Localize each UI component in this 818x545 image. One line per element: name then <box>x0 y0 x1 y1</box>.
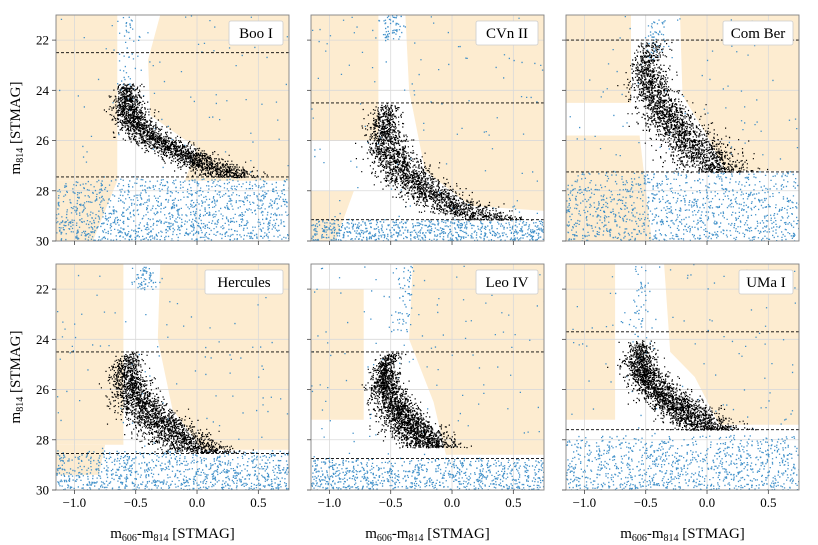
y-tick-label: 28 <box>36 183 49 198</box>
x-axis-label: m606-m814 [STMAG] <box>110 526 235 544</box>
member-points <box>103 83 268 179</box>
member-points <box>617 40 769 174</box>
x-tick-label: −1.0 <box>63 495 87 510</box>
y-axis-label: m814 [STMAG] <box>8 331 26 424</box>
y-tick-label: 24 <box>36 83 50 98</box>
panel-label-box <box>738 269 794 295</box>
excluded-region <box>405 15 544 211</box>
y-axis-label: m814 [STMAG] <box>8 82 26 175</box>
field-points-cloud <box>56 15 289 241</box>
plot-area <box>566 264 799 490</box>
excluded-region <box>566 15 631 103</box>
panel-label: Com Ber <box>731 26 786 42</box>
panel-label: UMa I <box>746 275 786 291</box>
panel-leo-iv: −1.0 −0.5 0.0 0.5 Leo IV <box>307 263 545 510</box>
x-tick-label: 0.0 <box>699 495 715 510</box>
excluded-region <box>311 15 379 141</box>
excluded-region <box>409 264 544 455</box>
panel-frame <box>310 14 545 242</box>
panel-label: Boo I <box>239 26 273 42</box>
member-points-sequence <box>103 83 268 179</box>
panel-com-ber: Com Ber <box>562 14 800 245</box>
member-points-sequence <box>617 40 769 174</box>
panel-frame <box>565 263 800 491</box>
panel-cvn-ii: CVn II <box>307 14 545 245</box>
excluded-region <box>148 15 289 181</box>
panel-hercules: −1.0 −0.5 0.0 0.5 22 24 26 28 30 Hercules <box>36 263 290 510</box>
y-tick-label: 26 <box>36 133 50 148</box>
member-points <box>98 352 254 454</box>
excluded-region <box>664 264 799 425</box>
excluded-region <box>566 264 616 420</box>
plot-area <box>56 15 289 241</box>
panel-label-box <box>475 269 539 295</box>
panel-label: Hercules <box>217 275 270 291</box>
panel-label: Leo IV <box>486 275 529 291</box>
plot-area <box>56 264 289 490</box>
member-points-sequence <box>361 352 472 449</box>
y-tick-label: 28 <box>36 432 49 447</box>
x-tick-label: −1.0 <box>318 495 342 510</box>
member-points-sequence <box>607 340 757 431</box>
excluded-region <box>566 135 652 241</box>
member-points <box>355 103 533 221</box>
x-axis-label: m606-m814 [STMAG] <box>365 526 490 544</box>
x-tick-label: −0.5 <box>124 495 148 510</box>
x-tick-label: 0.5 <box>250 495 266 510</box>
plot-area <box>311 15 544 241</box>
y-tick-label: 22 <box>36 282 49 297</box>
panel-uma-i: −1.0 −0.5 0.0 0.5 UMa I <box>562 263 800 510</box>
panel-label: CVn II <box>486 26 528 42</box>
panel-frame <box>55 263 290 491</box>
panel-label-box <box>475 20 539 46</box>
x-tick-label: 0.0 <box>444 495 460 510</box>
x-tick-label: −0.5 <box>634 495 658 510</box>
x-tick-label: 0.5 <box>505 495 521 510</box>
panel-label-box <box>228 20 284 46</box>
excluded-region <box>157 264 289 450</box>
x-tick-label: −1.0 <box>573 495 597 510</box>
field-points <box>56 15 289 241</box>
panel-label-box <box>204 269 284 295</box>
panel-label-box <box>722 20 794 46</box>
x-axis-label: m606-m814 [STMAG] <box>620 526 745 544</box>
y-tick-label: 22 <box>36 33 49 48</box>
panel-frame <box>55 14 290 242</box>
panel-frame <box>310 263 545 491</box>
y-tick-label: 30 <box>36 483 49 498</box>
y-tick-label: 30 <box>36 234 49 249</box>
plot-area <box>566 15 799 241</box>
member-points <box>607 340 757 431</box>
x-tick-label: −0.5 <box>379 495 403 510</box>
panel-frame <box>565 14 800 242</box>
panel-boo-i: 22 24 26 28 30 Boo I <box>36 14 290 249</box>
y-tick-label: 24 <box>36 332 50 347</box>
excluded-region <box>56 15 118 181</box>
excluded-region <box>56 444 106 475</box>
y-tick-label: 26 <box>36 382 50 397</box>
member-points <box>361 352 472 449</box>
plot-area <box>311 264 544 490</box>
member-points-sequence <box>98 352 254 454</box>
excluded-region <box>56 264 124 445</box>
x-tick-label: 0.0 <box>189 495 205 510</box>
member-points-sequence <box>355 103 533 221</box>
excluded-region <box>311 289 364 420</box>
x-tick-label: 0.5 <box>760 495 776 510</box>
